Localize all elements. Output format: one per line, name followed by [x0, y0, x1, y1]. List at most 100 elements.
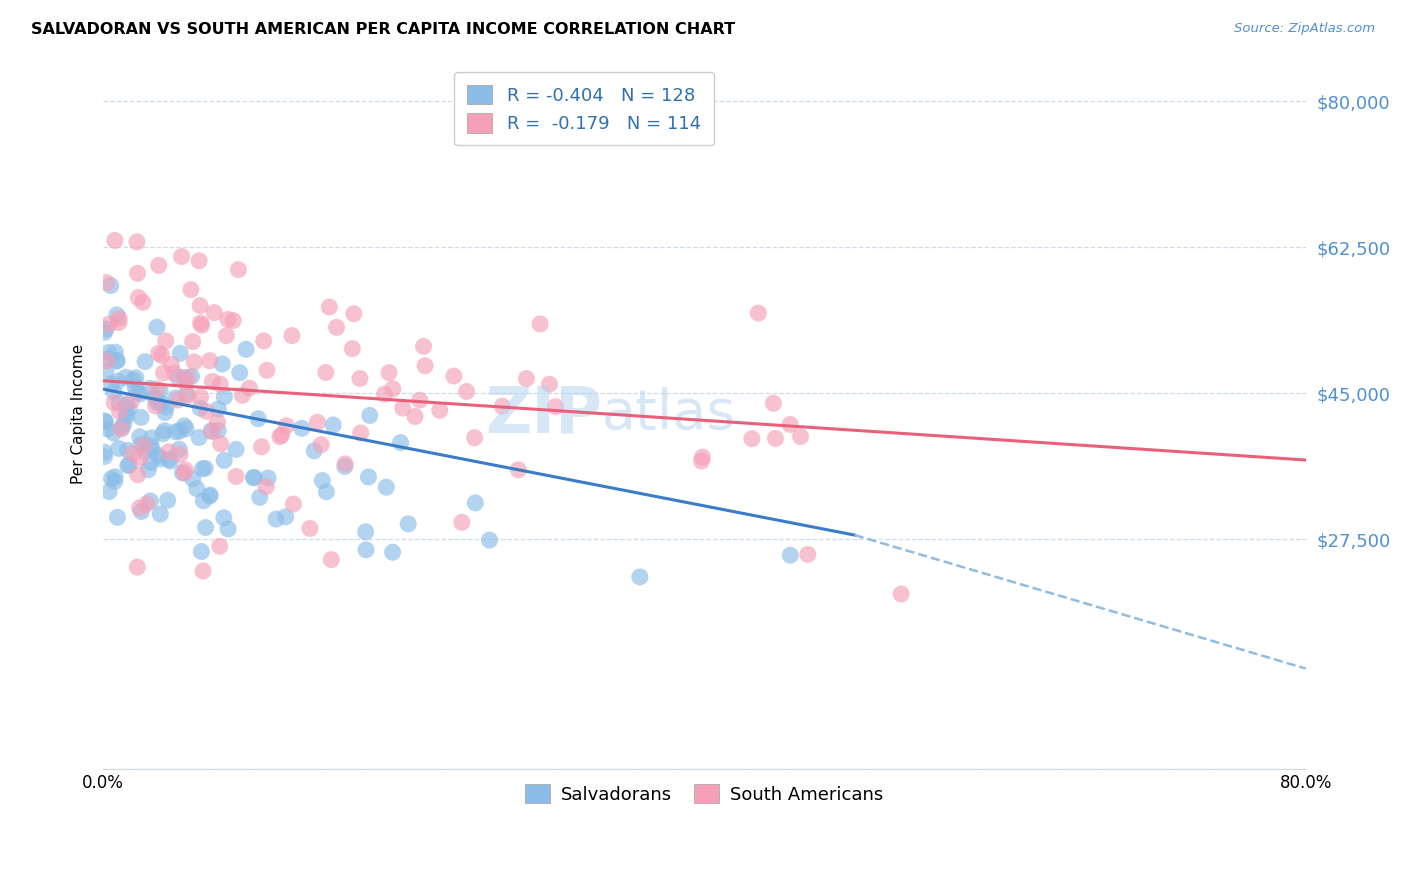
Point	[333, 459, 356, 474]
Point	[127, 560, 149, 574]
Point	[181, 334, 204, 349]
Point	[125, 370, 148, 384]
Point	[108, 404, 131, 418]
Point	[174, 422, 197, 436]
Point	[302, 443, 325, 458]
Point	[321, 552, 343, 566]
Point	[765, 431, 787, 445]
Point	[429, 403, 451, 417]
Point	[890, 587, 912, 601]
Point	[188, 431, 211, 445]
Point	[145, 399, 167, 413]
Point	[191, 461, 214, 475]
Point	[322, 417, 344, 432]
Point	[396, 516, 419, 531]
Point	[108, 396, 131, 410]
Point	[354, 542, 377, 557]
Point	[122, 373, 145, 387]
Point	[96, 276, 118, 290]
Point	[96, 322, 118, 336]
Point	[104, 470, 127, 484]
Point	[139, 439, 162, 453]
Point	[214, 390, 236, 404]
Point	[354, 524, 377, 539]
Point	[165, 391, 187, 405]
Point	[538, 377, 561, 392]
Text: atlas: atlas	[602, 387, 737, 442]
Point	[412, 339, 434, 353]
Point	[105, 354, 128, 368]
Point	[217, 522, 239, 536]
Point	[150, 349, 173, 363]
Point	[190, 390, 212, 404]
Point	[112, 417, 135, 431]
Point	[146, 320, 169, 334]
Point	[298, 521, 321, 535]
Text: SALVADORAN VS SOUTH AMERICAN PER CAPITA INCOME CORRELATION CHART: SALVADORAN VS SOUTH AMERICAN PER CAPITA …	[31, 22, 735, 37]
Point	[169, 447, 191, 461]
Point	[209, 437, 232, 451]
Point	[797, 548, 820, 562]
Point	[129, 410, 152, 425]
Point	[166, 393, 188, 408]
Point	[211, 357, 233, 371]
Point	[190, 318, 212, 333]
Point	[235, 343, 257, 357]
Point	[180, 369, 202, 384]
Point	[194, 520, 217, 534]
Legend: Salvadorans, South Americans: Salvadorans, South Americans	[513, 772, 896, 816]
Point	[146, 382, 169, 396]
Point	[315, 484, 337, 499]
Point	[515, 371, 537, 385]
Point	[191, 564, 214, 578]
Point	[105, 353, 128, 368]
Point	[139, 456, 162, 470]
Point	[181, 472, 204, 486]
Point	[325, 320, 347, 334]
Point	[115, 398, 138, 412]
Point	[391, 401, 413, 416]
Point	[157, 452, 180, 467]
Point	[114, 370, 136, 384]
Point	[201, 425, 224, 439]
Text: ZIP: ZIP	[485, 384, 602, 445]
Point	[98, 484, 121, 499]
Point	[257, 471, 280, 485]
Point	[132, 295, 155, 310]
Point	[129, 450, 152, 465]
Point	[491, 399, 513, 413]
Point	[478, 533, 501, 548]
Point	[134, 354, 156, 368]
Point	[409, 393, 432, 408]
Point	[628, 570, 651, 584]
Point	[177, 389, 200, 403]
Point	[104, 475, 127, 489]
Point	[108, 316, 131, 330]
Point	[375, 480, 398, 494]
Point	[117, 458, 139, 473]
Point	[464, 496, 486, 510]
Point	[139, 381, 162, 395]
Point	[156, 493, 179, 508]
Point	[127, 266, 149, 280]
Point	[103, 425, 125, 440]
Point	[747, 306, 769, 320]
Point	[193, 494, 215, 508]
Point	[201, 375, 224, 389]
Point	[173, 418, 195, 433]
Point	[165, 425, 187, 439]
Point	[190, 316, 212, 330]
Point	[128, 430, 150, 444]
Point	[270, 427, 292, 442]
Point	[381, 545, 404, 559]
Point	[146, 395, 169, 409]
Point	[129, 437, 152, 451]
Point	[544, 400, 567, 414]
Point	[155, 401, 177, 415]
Point	[125, 235, 148, 249]
Point	[228, 262, 250, 277]
Point	[357, 470, 380, 484]
Point	[186, 482, 208, 496]
Point	[464, 431, 486, 445]
Point	[148, 346, 170, 360]
